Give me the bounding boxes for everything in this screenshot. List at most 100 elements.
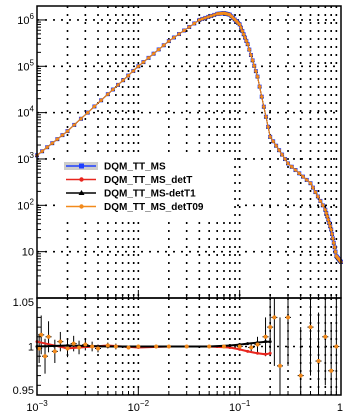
data-point xyxy=(244,39,248,43)
ratio-point xyxy=(237,344,242,349)
y-tick-label-exp: 2 xyxy=(30,197,35,206)
legend-marker xyxy=(79,163,84,169)
data-point xyxy=(274,144,278,148)
ratio-point xyxy=(113,344,118,349)
ratio-point xyxy=(154,344,159,349)
x-tick-label-base: 10 xyxy=(229,402,241,414)
ratio-point xyxy=(329,368,334,373)
data-point xyxy=(308,181,313,185)
ratio-point xyxy=(246,342,250,346)
ratio-point xyxy=(249,345,254,350)
series-line xyxy=(36,12,342,263)
y-tick-label: 105 xyxy=(17,58,34,73)
x-tick-label-exp: −1 xyxy=(241,399,251,408)
legend-marker xyxy=(78,190,85,195)
ratio-point xyxy=(286,315,291,320)
data-point xyxy=(212,13,216,17)
data-point xyxy=(40,149,44,153)
data-point xyxy=(116,83,120,87)
ratio-point xyxy=(46,334,51,339)
y-tick-label-base: 10 xyxy=(17,154,29,166)
ratio-point xyxy=(83,342,88,347)
ratio-point xyxy=(207,344,212,349)
series-DQM_TT_MS_detT09 xyxy=(35,11,343,264)
y-tick-label: 102 xyxy=(17,197,34,212)
data-point xyxy=(247,47,251,52)
y-tick-label-base: 10 xyxy=(17,108,29,120)
ratio-point xyxy=(228,344,232,348)
data-point xyxy=(99,98,103,102)
series-DQM_TT_MS xyxy=(35,11,343,264)
ratio-point xyxy=(105,343,110,348)
data-point xyxy=(45,145,49,149)
y-tick-label-base: 10 xyxy=(22,247,34,259)
ratio-point xyxy=(272,315,277,320)
ratio-point xyxy=(264,352,268,356)
data-point xyxy=(313,190,318,194)
data-point xyxy=(172,35,176,40)
ratio-point xyxy=(65,346,70,351)
data-point xyxy=(332,241,336,245)
data-point xyxy=(157,47,161,52)
ratio-point xyxy=(268,325,273,330)
data-point xyxy=(266,125,270,129)
ratio-point xyxy=(52,349,57,354)
data-point xyxy=(136,64,140,68)
ratio-point xyxy=(90,344,95,349)
legend: DQM_TT_MS DQM_TT_MS_detT DQM_TT_MS-detT1 DQ… xyxy=(59,157,234,217)
ratio-point xyxy=(246,349,250,353)
y-tick-label: 103 xyxy=(17,151,34,166)
ratio-point xyxy=(77,345,82,350)
data-point xyxy=(79,117,83,121)
ratio-point xyxy=(184,344,189,349)
data-point xyxy=(72,123,76,127)
ratio-point xyxy=(238,347,242,351)
series-line xyxy=(36,12,342,263)
x-tick-label-base: 10 xyxy=(26,402,38,414)
y-tick-label: 106 xyxy=(17,12,34,27)
data-point xyxy=(297,171,301,175)
data-point xyxy=(242,32,246,36)
data-point xyxy=(146,56,151,60)
data-point xyxy=(111,87,115,92)
data-point xyxy=(254,69,258,73)
ratio-point xyxy=(264,340,268,344)
x-tick-label: 1 xyxy=(337,402,343,414)
data-point xyxy=(318,199,322,203)
ratio-point xyxy=(334,344,339,349)
data-point xyxy=(65,129,70,133)
ratio-ticks xyxy=(36,297,342,396)
data-point xyxy=(333,245,337,249)
y-tick-label-base: 10 xyxy=(17,61,29,73)
data-point xyxy=(240,29,244,33)
data-point xyxy=(305,178,309,182)
data-point xyxy=(333,250,338,254)
data-point xyxy=(329,227,333,232)
data-point xyxy=(243,36,247,40)
y-tick-label-base: 10 xyxy=(17,15,29,27)
ratio-point xyxy=(96,346,101,351)
data-point xyxy=(277,148,281,152)
data-point xyxy=(286,161,290,166)
data-point xyxy=(239,26,243,30)
data-point xyxy=(330,232,334,236)
data-point xyxy=(325,214,329,218)
main-ticks xyxy=(36,5,342,299)
data-point xyxy=(141,60,146,64)
data-point xyxy=(258,85,262,89)
legend-marker xyxy=(79,204,84,209)
ratio-point xyxy=(37,346,42,351)
data-point xyxy=(331,236,335,241)
data-point xyxy=(92,104,96,109)
ratio-point xyxy=(263,334,268,339)
ratio-point xyxy=(39,332,44,337)
y-tick-label-exp: 4 xyxy=(30,105,35,114)
data-point xyxy=(131,69,135,73)
data-point xyxy=(268,135,272,139)
ratio-y-tick-label: 1.05 xyxy=(13,297,34,309)
series-DQM_TT_MS_detT xyxy=(35,11,343,264)
data-point xyxy=(106,92,110,96)
ratio-series-DQM_TT_MS_detT09 xyxy=(37,315,339,378)
